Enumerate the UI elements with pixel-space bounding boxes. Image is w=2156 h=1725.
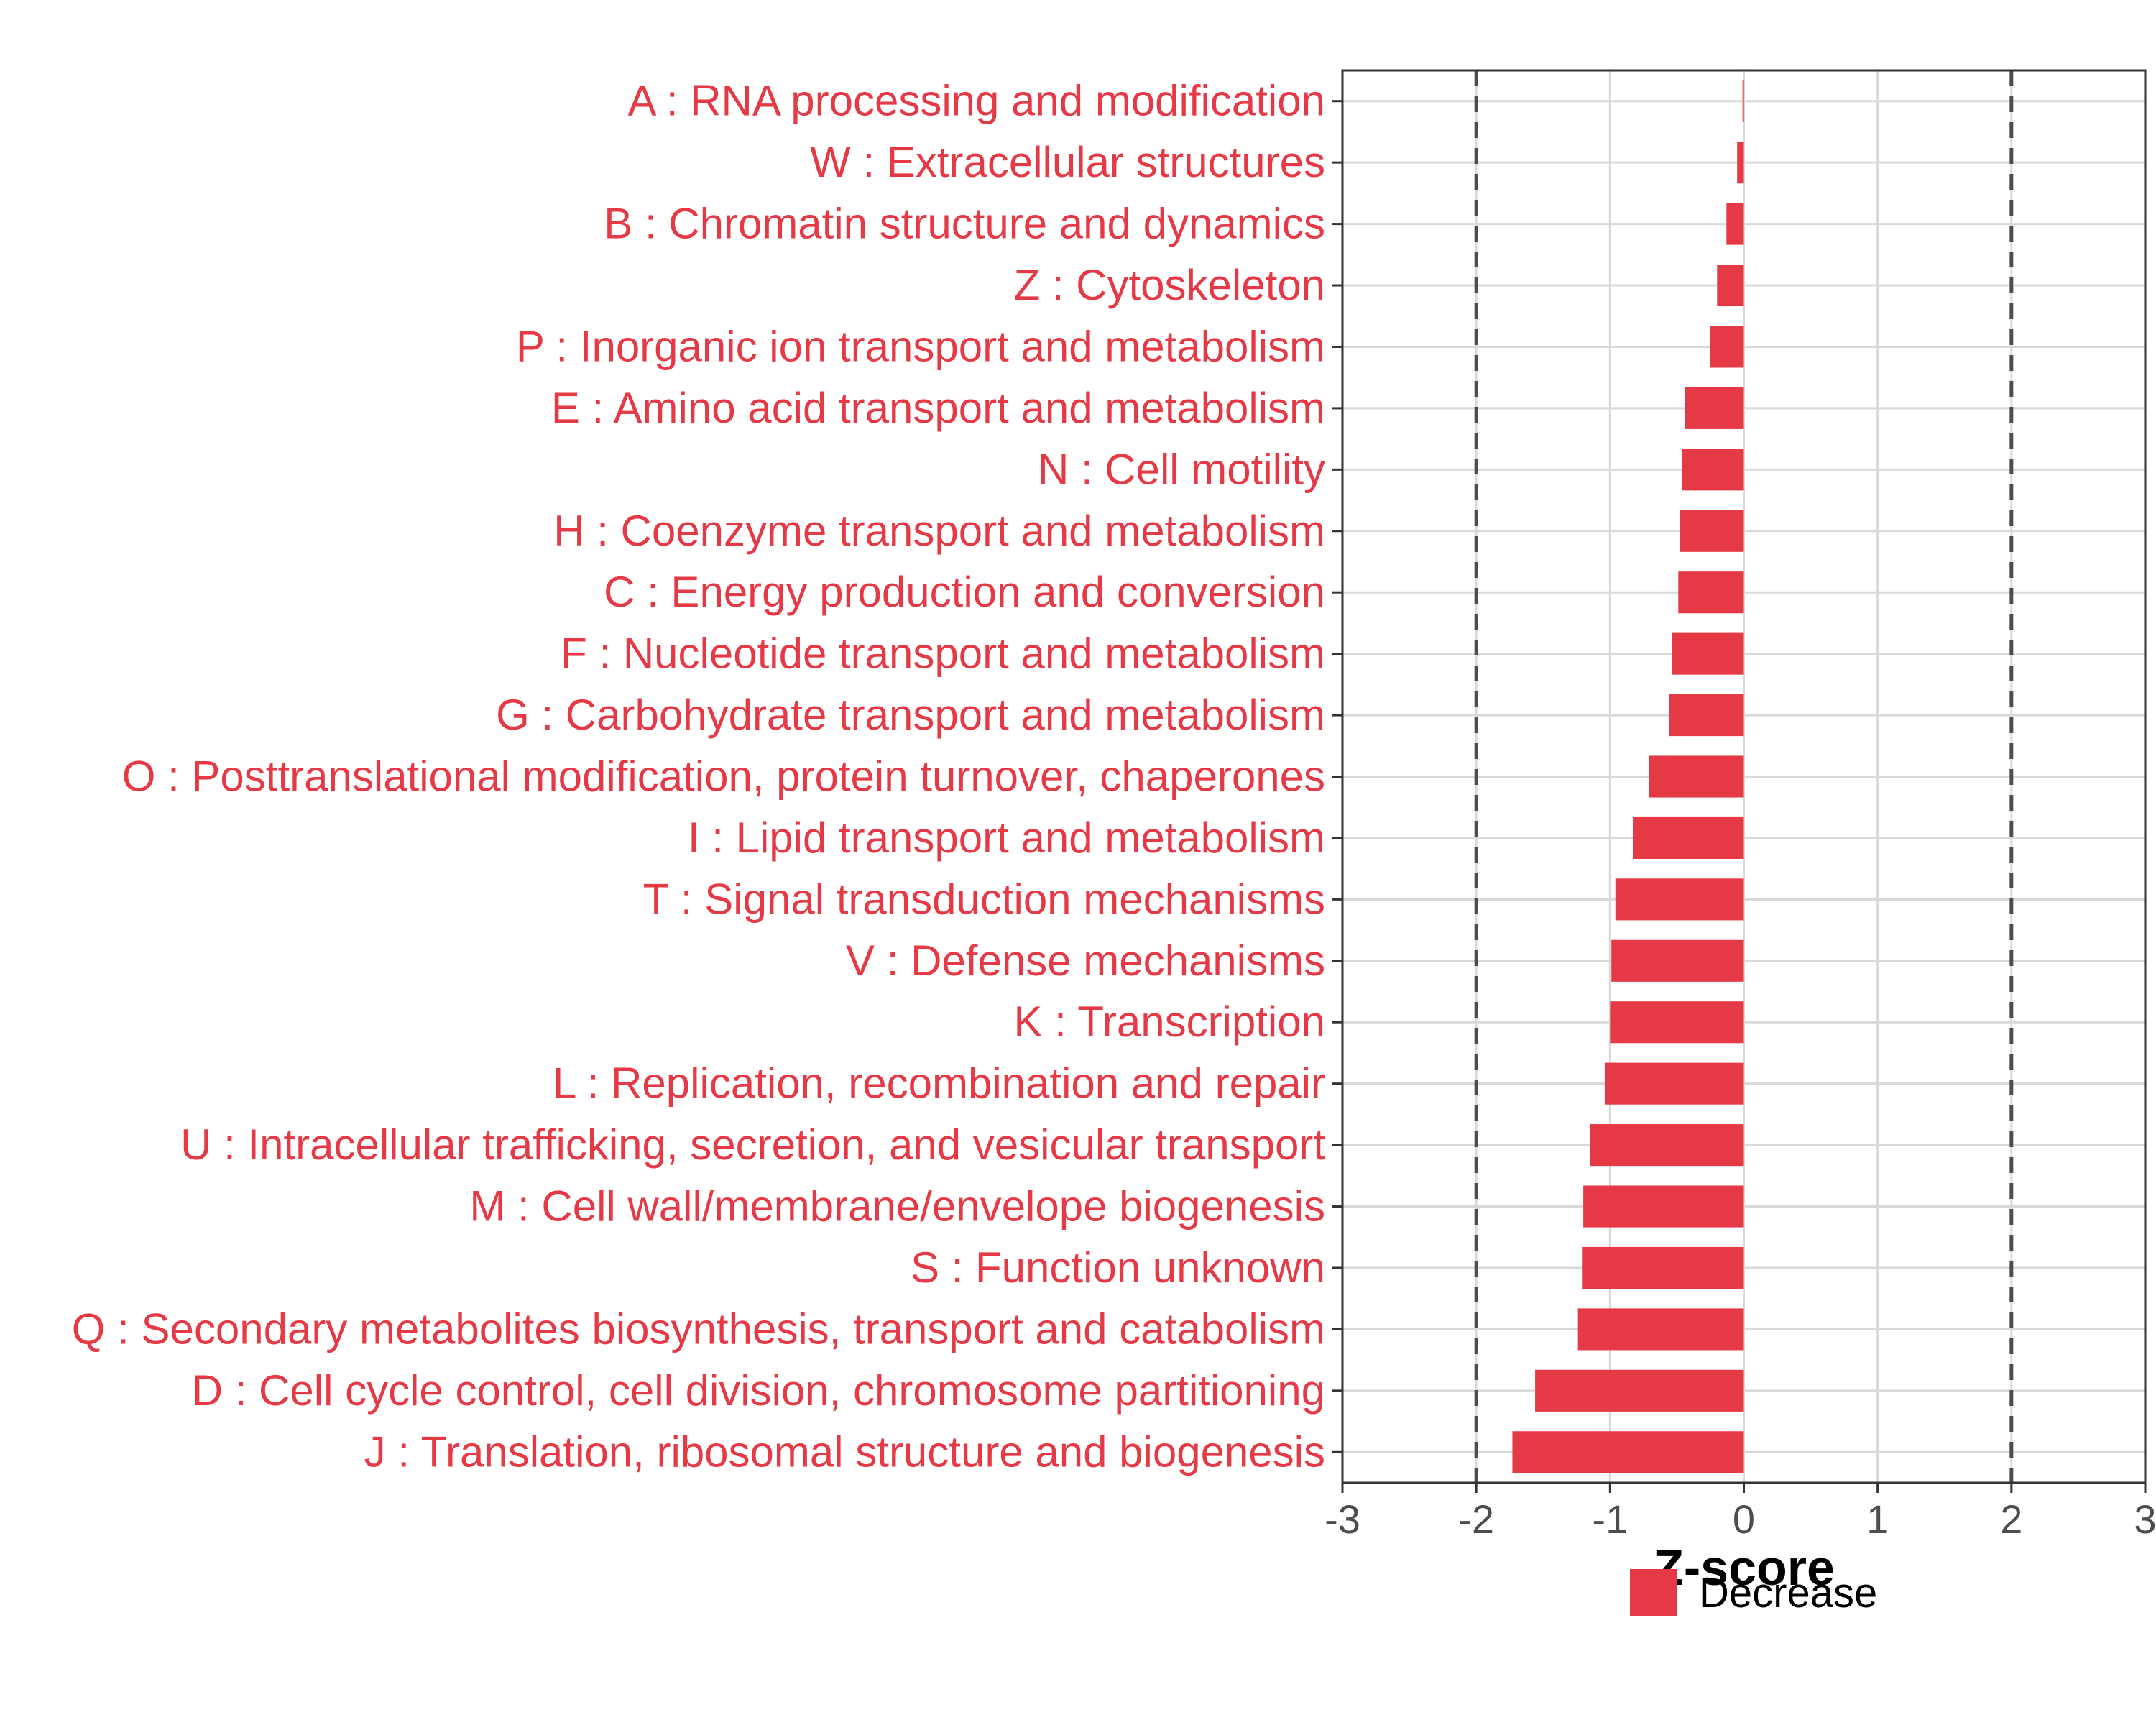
- category-label: F : Nucleotide transport and metabolism: [561, 630, 1325, 678]
- category-label: A : RNA processing and modification: [627, 77, 1325, 125]
- category-label: K : Transcription: [1013, 998, 1325, 1046]
- category-label: J : Translation, ribosomal structure and…: [364, 1427, 1325, 1476]
- bar: [1726, 203, 1744, 245]
- bar: [1649, 755, 1744, 798]
- bar: [1632, 816, 1744, 859]
- category-label: D : Cell cycle control, cell division, c…: [192, 1366, 1325, 1414]
- category-label: S : Function unknown: [911, 1243, 1325, 1292]
- bar: [1680, 510, 1744, 552]
- category-label: H : Coenzyme transport and metabolism: [553, 507, 1325, 555]
- bar: [1669, 694, 1744, 737]
- bar: [1737, 142, 1744, 184]
- bar: [1582, 1246, 1744, 1289]
- legend-swatch-decrease: [1630, 1569, 1677, 1616]
- category-label: O : Posttranslational modification, prot…: [122, 753, 1325, 801]
- category-label: W : Extracellular structures: [810, 138, 1325, 186]
- legend-label-decrease: Decrease: [1699, 1570, 1877, 1616]
- category-label: M : Cell wall/membrane/envelope biogenes…: [469, 1182, 1325, 1230]
- x-tick-label: -1: [1592, 1496, 1628, 1542]
- bar: [1717, 264, 1744, 307]
- category-label: Z : Cytoskeleton: [1013, 261, 1325, 309]
- bar: [1583, 1185, 1744, 1228]
- category-label: V : Defense mechanisms: [846, 937, 1325, 985]
- y-axis-labels: A : RNA processing and modification W : E…: [72, 77, 1326, 1476]
- x-tick-label: 3: [2134, 1496, 2156, 1542]
- bar: [1742, 80, 1744, 122]
- legend: Decrease: [1630, 1569, 1877, 1616]
- category-label: L : Replication, recombination and repai…: [553, 1059, 1325, 1108]
- bar: [1671, 632, 1744, 675]
- category-label: E : Amino acid transport and metabolism: [551, 384, 1325, 432]
- category-label: U : Intracellular trafficking, secretion…: [180, 1121, 1325, 1169]
- x-axis-title: Z-score: [1653, 1540, 1835, 1596]
- x-tick-label: 2: [2000, 1496, 2022, 1542]
- x-tick-label: 1: [1866, 1496, 1889, 1542]
- threshold-layer: [1474, 70, 2014, 1483]
- x-tick-label: -3: [1325, 1496, 1360, 1542]
- bar: [1615, 878, 1744, 921]
- bar: [1535, 1369, 1744, 1412]
- bar: [1604, 1062, 1744, 1105]
- bar: [1685, 387, 1744, 429]
- x-tick-label: 0: [1733, 1496, 1755, 1542]
- category-label: I : Lipid transport and metabolism: [688, 814, 1325, 862]
- category-label: T : Signal transduction mechanisms: [643, 875, 1325, 923]
- category-label: G : Carbohydrate transport and metabolis…: [496, 691, 1325, 739]
- x-tick-label: -2: [1458, 1496, 1494, 1542]
- bar: [1710, 326, 1744, 368]
- category-label: B : Chromatin structure and dynamics: [604, 200, 1325, 248]
- x-axis-ticks: [1341, 1483, 2147, 1493]
- category-label: P : Inorganic ion transport and metaboli…: [516, 322, 1325, 370]
- category-label: Q : Secondary metabolites biosynthesis, …: [72, 1305, 1325, 1353]
- y-axis-ticks: [1332, 100, 1342, 1453]
- bar: [1682, 448, 1744, 491]
- category-label: N : Cell motility: [1038, 445, 1325, 493]
- bar: [1590, 1124, 1744, 1167]
- bar: [1678, 571, 1744, 614]
- bar: [1512, 1431, 1744, 1473]
- category-label: C : Energy production and conversion: [604, 568, 1325, 616]
- bar-layer: [1512, 80, 1744, 1473]
- bar: [1611, 939, 1744, 982]
- bar: [1610, 1001, 1744, 1044]
- x-axis-labels: -3 -2 -1 0 1 2 3: [1325, 1496, 2156, 1542]
- bar: [1577, 1308, 1744, 1351]
